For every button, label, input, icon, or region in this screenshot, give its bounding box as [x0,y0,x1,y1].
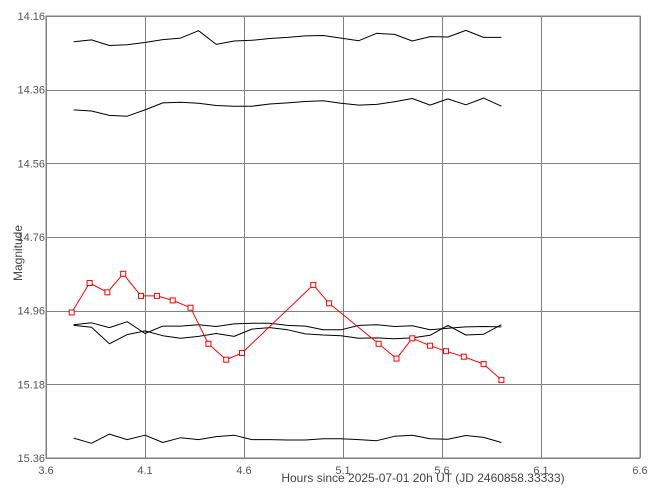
target-data-point [498,376,505,383]
x-tick-label: 3.6 [38,465,53,477]
target-data-point [375,340,382,347]
y-axis-title: Magnitude [11,225,25,281]
target-data-point [326,300,333,307]
target-series-line [71,273,502,381]
comparison-series-line [73,433,502,444]
y-tick-labels: 14.16 14.36 14.56 14.76 14.96 15.18 15.36 [17,11,45,465]
x-tick-label: 6.6 [632,465,647,477]
comparison-series-line [73,29,502,46]
plot-series [68,29,505,444]
y-tick-label: 15.36 [17,453,45,465]
y-tick-label: 15.18 [17,379,45,391]
target-data-point [187,304,194,311]
comparison-series-line [73,324,502,345]
y-tick-label: 14.16 [17,11,45,23]
y-tick-label: 14.36 [17,85,45,97]
x-tick-label: 4.6 [236,465,251,477]
target-data-point [460,353,467,360]
target-data-point [223,356,230,363]
target-data-point [153,292,160,299]
target-data-point [68,309,75,316]
target-data-point [86,280,93,286]
y-tick-label: 14.96 [17,306,45,318]
target-data-point [120,270,127,277]
target-data-point [427,342,434,349]
x-tick-label: 6.1 [533,465,548,477]
comparison-series-line [73,321,502,334]
comparison-series-line [73,97,502,117]
target-data-point [393,355,400,362]
y-tick-label: 14.76 [17,232,45,244]
x-tick-label: 5.1 [335,465,350,477]
x-tick-label: 4.1 [137,465,152,477]
target-data-point [104,289,111,296]
target-data-point [443,348,449,355]
target-data-point [409,335,416,342]
grid [46,16,641,459]
plot-frame [45,15,641,459]
target-data-point [480,361,487,368]
target-data-point [138,292,144,299]
x-tick-labels: 3.6 4.1 4.6 5.1 5.6 6.1 6.6 [38,465,647,477]
target-data-point [239,350,245,356]
target-data-point [169,297,176,304]
target-data-point [205,340,212,347]
y-tick-label: 14.56 [17,158,45,170]
x-axis-title: Hours since 2025-07-01 20h UT (JD 246085… [281,471,564,485]
x-tick-label: 5.6 [434,465,449,477]
target-data-point [310,281,317,288]
